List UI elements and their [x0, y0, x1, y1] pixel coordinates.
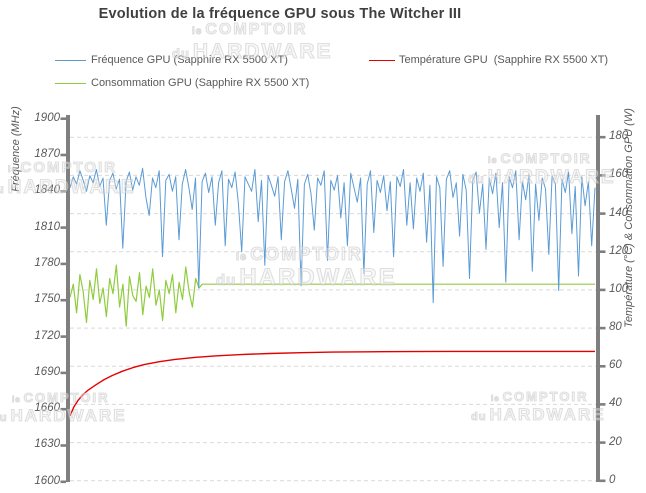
- y-left-tick-mark: [60, 444, 66, 447]
- y-left-tick-label: 1750: [34, 293, 60, 306]
- temperature-legend-label: Température GPU (Sapphire RX 5500 XT): [399, 54, 609, 66]
- y-right-tick-label: 180: [609, 130, 629, 143]
- y-left-tick-label: 1630: [34, 438, 60, 451]
- y-left-tick-mark: [60, 262, 66, 266]
- y-right-tick-label: 140: [609, 206, 629, 219]
- y-left-tick-mark: [60, 407, 66, 411]
- y-left-tick-label: 1840: [34, 184, 60, 197]
- gpu-temperature-line: [69, 350, 595, 417]
- y-right-tick-mark: [600, 250, 606, 253]
- y-axis-right-bar: [596, 115, 600, 482]
- y-right-tick-label: 80: [609, 321, 622, 334]
- y-left-tick-label: 1720: [34, 329, 60, 342]
- y-axis-left-bar: [66, 115, 70, 482]
- gpu-power-line: [69, 264, 595, 327]
- y-left-tick-mark: [60, 480, 66, 484]
- y-left-tick-label: 1810: [34, 220, 60, 233]
- y-left-tick-mark: [60, 335, 66, 338]
- chart-title: Evolution de la fréquence GPU sous The W…: [98, 6, 462, 22]
- y-right-tick-label: 60: [609, 359, 622, 372]
- y-left-tick-label: 1900: [34, 111, 60, 124]
- y-right-tick-label: 120: [609, 244, 629, 257]
- frequency-legend-label: Fréquence GPU (Sapphire RX 5500 XT): [91, 54, 288, 66]
- y-right-tick-mark: [600, 212, 606, 215]
- y-left-tick-mark: [60, 371, 66, 375]
- y-right-tick-mark: [600, 135, 606, 139]
- y-right-tick-mark: [600, 174, 606, 177]
- y-left-tick-mark: [60, 153, 66, 157]
- power-legend-label: Consommation GPU (Sapphire RX 5500 XT): [91, 77, 310, 89]
- y-right-tick-label: 20: [609, 435, 622, 448]
- y-right-tick-mark: [600, 288, 606, 292]
- y-right-tick-mark: [600, 403, 606, 406]
- y-left-tick-label: 1780: [34, 256, 60, 269]
- y-left-tick-mark: [60, 190, 66, 193]
- y-left-tick-mark: [60, 117, 66, 120]
- power-legend-line-swatch: [55, 83, 86, 84]
- y-left-tick-label: 1660: [34, 402, 60, 415]
- y-right-tick-mark: [600, 365, 606, 368]
- y-right-tick-mark: [600, 326, 606, 330]
- y-right-tick-mark: [600, 441, 606, 444]
- y-left-tick-mark: [60, 226, 66, 229]
- temperature-legend-line-swatch: [369, 60, 395, 61]
- y-left-tick-label: 1690: [34, 365, 60, 378]
- y-right-tick-label: 40: [609, 397, 622, 410]
- gpu-frequency-line: [69, 167, 596, 304]
- y-right-tick-mark: [600, 479, 606, 483]
- frequency-legend-line-swatch: [55, 60, 86, 61]
- y-right-tick-label: 0: [609, 473, 616, 486]
- y-right-tick-label: 100: [609, 282, 629, 295]
- y-left-tick-mark: [60, 298, 66, 302]
- y-right-tick-label: 160: [609, 168, 629, 181]
- y-left-tick-label: 1870: [34, 148, 60, 160]
- y-left-tick-label: 1600: [34, 474, 60, 487]
